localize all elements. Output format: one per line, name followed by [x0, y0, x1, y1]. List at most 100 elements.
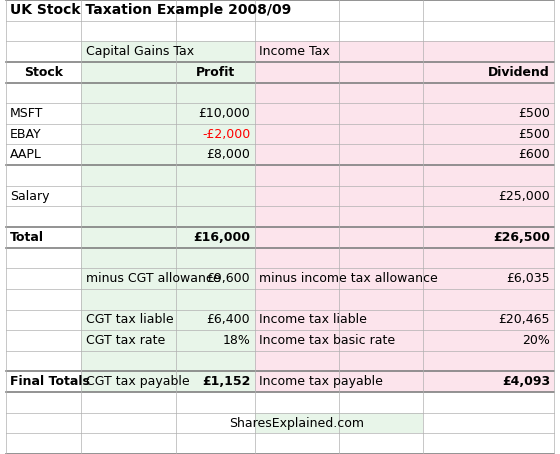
Bar	[423, 247, 554, 268]
Bar	[176, 165, 255, 186]
Bar	[176, 207, 255, 227]
Bar	[176, 247, 255, 268]
Bar	[81, 41, 176, 62]
Bar	[6, 247, 81, 268]
Bar	[81, 247, 176, 268]
Bar	[423, 392, 554, 413]
Text: minus CGT allowance: minus CGT allowance	[86, 272, 220, 285]
Bar	[339, 124, 423, 144]
Text: Profit: Profit	[196, 66, 235, 79]
Bar	[423, 227, 554, 247]
Text: £26,500: £26,500	[493, 231, 550, 244]
Bar	[423, 124, 554, 144]
Bar	[423, 0, 554, 20]
Bar	[423, 103, 554, 124]
Text: CGT tax payable: CGT tax payable	[86, 375, 189, 388]
Text: £16,000: £16,000	[193, 231, 250, 244]
Bar	[6, 310, 81, 330]
Bar	[6, 83, 81, 103]
Bar	[176, 83, 255, 103]
Bar	[176, 41, 255, 62]
Bar	[339, 0, 423, 20]
Bar	[176, 351, 255, 371]
Bar	[6, 413, 81, 434]
Bar	[255, 413, 339, 434]
Bar	[255, 207, 339, 227]
Bar	[423, 268, 554, 289]
Bar	[81, 268, 176, 289]
Bar	[6, 392, 81, 413]
Bar	[6, 330, 81, 351]
Bar	[81, 186, 176, 207]
Bar	[339, 330, 423, 351]
Bar	[81, 62, 176, 83]
Bar	[81, 103, 176, 124]
Bar	[255, 124, 339, 144]
Text: SharesExplained.com: SharesExplained.com	[229, 417, 365, 429]
Bar	[81, 371, 176, 392]
Bar	[176, 20, 255, 41]
Bar	[339, 207, 423, 227]
Bar	[423, 351, 554, 371]
Bar	[339, 144, 423, 165]
Text: Capital Gains Tax: Capital Gains Tax	[86, 45, 194, 58]
Text: 18%: 18%	[222, 334, 250, 347]
Bar	[255, 41, 339, 62]
Bar	[6, 434, 81, 454]
Bar	[255, 186, 339, 207]
Bar	[339, 392, 423, 413]
Text: Stock: Stock	[24, 66, 63, 79]
Bar	[81, 413, 176, 434]
Bar	[255, 268, 339, 289]
Bar	[176, 330, 255, 351]
Text: £4,093: £4,093	[502, 375, 550, 388]
Bar	[255, 330, 339, 351]
Bar	[81, 392, 176, 413]
Bar	[81, 330, 176, 351]
Bar	[176, 310, 255, 330]
Bar	[81, 207, 176, 227]
Bar	[81, 434, 176, 454]
Text: £9,600: £9,600	[207, 272, 250, 285]
Bar	[6, 207, 81, 227]
Bar	[6, 0, 81, 20]
Bar	[255, 62, 339, 83]
Text: £6,400: £6,400	[207, 313, 250, 326]
Bar	[423, 62, 554, 83]
Bar	[255, 392, 339, 413]
Bar	[6, 144, 81, 165]
Bar	[423, 165, 554, 186]
Text: £500: £500	[518, 107, 550, 120]
Bar	[176, 62, 255, 83]
Bar	[6, 62, 81, 83]
Bar	[6, 20, 81, 41]
Bar	[339, 371, 423, 392]
Bar	[6, 165, 81, 186]
Bar	[339, 227, 423, 247]
Bar	[176, 371, 255, 392]
Bar	[339, 186, 423, 207]
Text: Income tax basic rate: Income tax basic rate	[259, 334, 395, 347]
Bar	[81, 144, 176, 165]
Text: CGT tax rate: CGT tax rate	[86, 334, 165, 347]
Text: UK Stock Taxation Example 2008/09: UK Stock Taxation Example 2008/09	[10, 3, 291, 17]
Bar	[423, 371, 554, 392]
Bar	[255, 310, 339, 330]
Bar	[339, 289, 423, 310]
Bar	[255, 351, 339, 371]
Text: CGT tax liable: CGT tax liable	[86, 313, 173, 326]
Text: Income tax payable: Income tax payable	[259, 375, 383, 388]
Bar	[339, 413, 423, 434]
Bar	[339, 165, 423, 186]
Bar	[176, 124, 255, 144]
Bar	[255, 434, 339, 454]
Bar	[6, 227, 81, 247]
Bar	[81, 165, 176, 186]
Text: Final Totals: Final Totals	[10, 375, 90, 388]
Text: £8,000: £8,000	[207, 148, 250, 161]
Bar	[176, 392, 255, 413]
Bar	[255, 289, 339, 310]
Text: Income tax liable: Income tax liable	[259, 313, 367, 326]
Text: minus income tax allowance: minus income tax allowance	[259, 272, 438, 285]
Bar	[81, 124, 176, 144]
